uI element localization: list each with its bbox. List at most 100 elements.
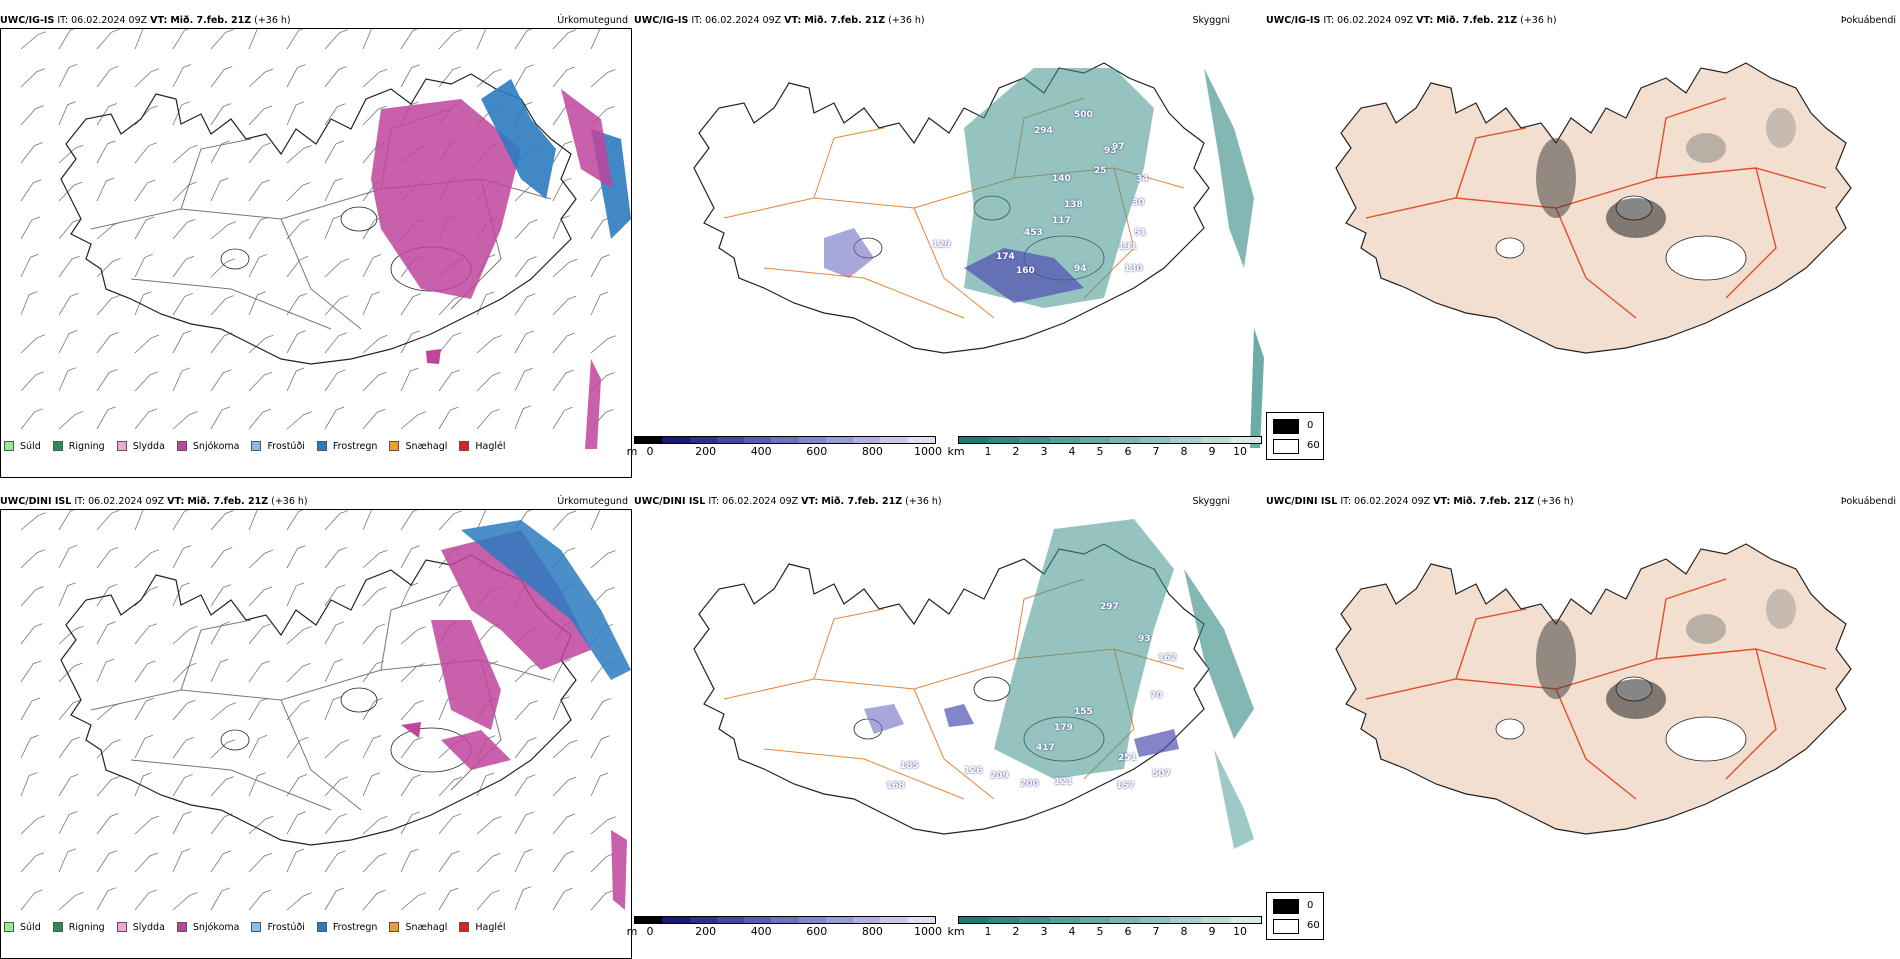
wind-barb — [172, 848, 191, 873]
wind-barb — [324, 776, 348, 797]
colorbar-tick: 2 — [1012, 445, 1020, 458]
wind-barb — [514, 367, 533, 392]
wind-barb — [172, 144, 198, 164]
wind-barb — [286, 145, 312, 164]
wind-barb — [248, 510, 258, 531]
colorbar-step — [1110, 917, 1141, 923]
colorbar-step — [635, 437, 663, 443]
wind-barb — [324, 510, 348, 531]
wind-barb — [248, 371, 273, 392]
ceiling-value-label: 121 — [1054, 777, 1073, 787]
wind-barb — [324, 406, 345, 430]
wind-barb — [438, 887, 459, 911]
wind-barb — [134, 889, 157, 911]
road-line — [813, 127, 885, 199]
legend-item: Slydda — [116, 922, 165, 933]
wind-barb — [324, 887, 345, 911]
wind-barb — [286, 218, 310, 240]
colorbar-tick: 600 — [806, 445, 828, 458]
road-line — [1655, 97, 1727, 179]
wind-barb — [96, 658, 115, 683]
colorbar-step — [1200, 917, 1231, 923]
wind-barb — [58, 545, 78, 569]
wind-barb — [552, 739, 578, 759]
road-line — [90, 659, 552, 711]
wind-barb — [96, 406, 116, 430]
road-line — [1365, 648, 1827, 700]
legend-item: Snjókoma — [176, 922, 239, 933]
road-line — [130, 278, 332, 330]
wind-barb — [58, 848, 76, 873]
wind-barb — [590, 587, 615, 607]
ceiling-value-label: 155 — [1074, 707, 1093, 717]
ceiling-value-label: 294 — [1034, 126, 1053, 136]
wind-barb — [20, 291, 38, 316]
wind-barb — [172, 29, 190, 50]
wind-barb — [20, 253, 39, 278]
colorbar-unit: km — [947, 445, 965, 458]
ceiling-value-label: 162 — [1158, 653, 1177, 663]
colorbar-tick: 200 — [695, 925, 717, 938]
wind-barb — [400, 293, 422, 316]
fog-map[interactable] — [1266, 28, 1900, 448]
cloud-map[interactable]: 294 500 93 97 25 140 138 117 34 30 453 129 174 160 94 1… — [634, 28, 1264, 448]
wind-barb — [514, 737, 537, 759]
ceiling-value-label: 500 — [1074, 110, 1093, 120]
wind-barb — [172, 411, 198, 430]
panel-header: UWC/DINI ISL IT: 06.02.2024 09Z VT: Mið.… — [0, 496, 308, 507]
iceland-fog — [1335, 62, 1852, 354]
wind-barb — [172, 330, 192, 354]
wind-barb — [362, 105, 387, 126]
wind-barb — [438, 850, 460, 873]
panel-title: Skyggni — [1192, 15, 1230, 26]
wind-barb — [400, 330, 420, 354]
wind-barb — [590, 510, 601, 531]
wind-barb — [248, 179, 270, 202]
wind-barb — [590, 698, 612, 721]
wind-barb — [20, 586, 44, 607]
wind-barb — [210, 547, 233, 569]
precip-map[interactable] — [0, 28, 632, 478]
wind-barb — [248, 623, 271, 645]
road-line — [763, 267, 965, 319]
ceiling-value-label: 507 — [1152, 769, 1171, 779]
road-line — [1455, 608, 1527, 680]
fog-legend-label: 60 — [1307, 920, 1320, 931]
wind-barb — [362, 549, 388, 569]
colorbar-step — [662, 917, 690, 923]
wind-barb — [58, 891, 84, 911]
wind-barb — [172, 510, 190, 531]
wind-barb — [400, 774, 422, 797]
wind-barb — [134, 29, 144, 50]
panel-header: UWC/DINI ISL IT: 06.02.2024 09Z VT: Mið.… — [634, 496, 942, 507]
wind-barb — [96, 510, 120, 531]
fog-map[interactable] — [1266, 509, 1900, 929]
wind-barb — [552, 29, 577, 50]
wind-barb — [134, 253, 153, 278]
road-line — [913, 207, 995, 319]
colorbar-tick: 6 — [1124, 445, 1132, 458]
wind-barb — [20, 512, 46, 531]
ceiling-value-label: 174 — [996, 252, 1015, 262]
road-line — [813, 608, 885, 680]
ceiling-value-label: 251 — [1118, 753, 1137, 763]
wind-barb — [248, 889, 272, 911]
wind-barb — [248, 815, 274, 835]
fog-panel-row2: UWC/DINI ISL IT: 06.02.2024 09Z VT: Mið.… — [1266, 495, 1900, 945]
precip-map[interactable] — [0, 509, 632, 959]
colorbar-step — [853, 917, 881, 923]
ceiling-value-label: 417 — [1036, 743, 1055, 753]
colorbar-swatches — [958, 916, 1262, 924]
wind-barb — [286, 293, 308, 316]
colorbar-step — [907, 917, 935, 923]
wind-barb — [58, 699, 82, 721]
colorbar-swatches — [634, 436, 936, 444]
wind-barb — [400, 848, 419, 873]
cloud-map[interactable]: 297 93 162 70 155 179 417 251 507 209 200 121 157 126… — [634, 509, 1264, 929]
colorbar-tick: 400 — [750, 925, 772, 938]
wind-barb — [172, 582, 190, 607]
ceiling-value-label: 126 — [964, 766, 983, 776]
ceiling-value-label: 51 — [1134, 228, 1147, 238]
wind-barb — [134, 68, 160, 88]
wind-barb — [552, 510, 577, 531]
